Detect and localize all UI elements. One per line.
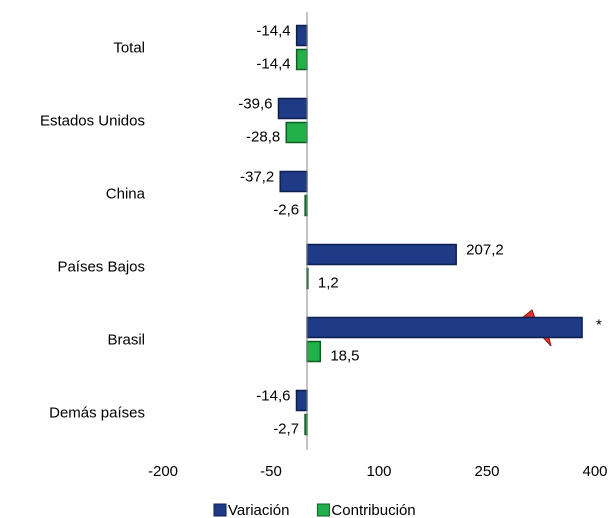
x-tick-label: -50 (260, 463, 282, 480)
data-label: -37,2 (240, 168, 274, 185)
data-label: -2,7 (273, 420, 299, 437)
y-tick-label: Total (113, 39, 145, 56)
data-label: 207,2 (466, 241, 504, 258)
x-tick-label: 400 (582, 463, 607, 480)
data-label: -14,6 (256, 387, 290, 404)
data-label: -39,6 (238, 95, 272, 112)
y-tick-label: Demás países (49, 404, 145, 421)
legend-swatch (213, 503, 227, 517)
bar (306, 243, 457, 266)
bar (295, 48, 308, 71)
legend-label: Variación (228, 502, 289, 518)
x-tick-label: 100 (366, 463, 391, 480)
data-label: 18,5 (330, 347, 359, 364)
x-tick-label: 250 (474, 463, 499, 480)
bar (306, 316, 583, 339)
y-tick-label: Brasil (107, 331, 145, 348)
data-label: -14,4 (256, 22, 290, 39)
bar (285, 121, 308, 144)
bar (277, 97, 308, 120)
data-label: -14,4 (256, 55, 290, 72)
legend-label: Contribución (331, 502, 415, 518)
y-tick-label: China (106, 185, 146, 202)
legend-swatch (316, 503, 330, 517)
data-label: 1,2 (318, 274, 339, 291)
y-tick-label: Estados Unidos (40, 112, 145, 129)
bar (279, 170, 308, 193)
bar (295, 389, 308, 412)
annotation: * (596, 316, 602, 333)
bar (306, 340, 322, 363)
bar (295, 24, 308, 47)
data-label: -2,6 (273, 201, 299, 218)
y-tick-label: Países Bajos (57, 258, 145, 275)
data-label: -28,8 (246, 128, 280, 145)
x-tick-label: -200 (148, 463, 178, 480)
